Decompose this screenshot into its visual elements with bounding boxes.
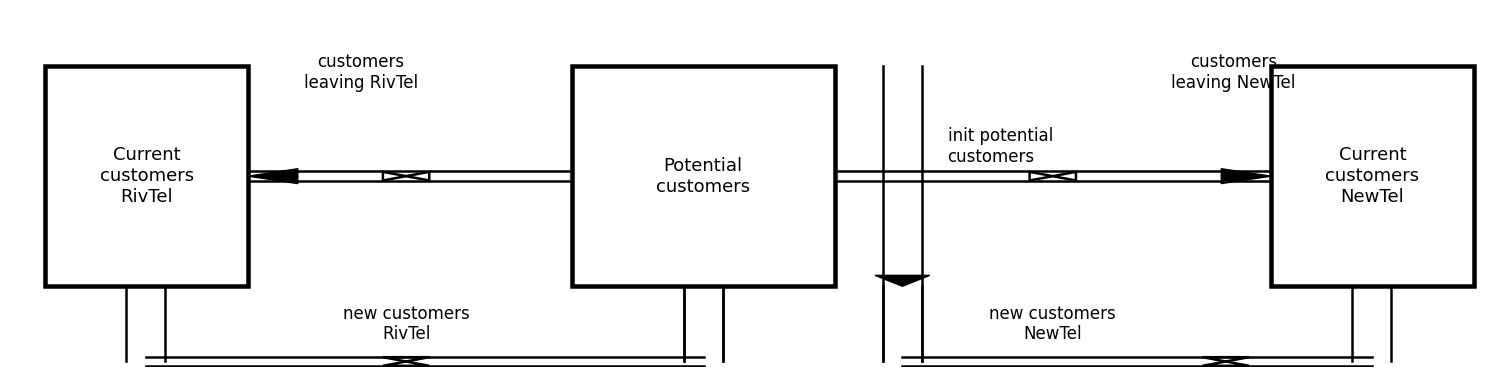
Polygon shape [875,275,929,286]
Text: customers
leaving NewTel: customers leaving NewTel [1172,53,1295,92]
FancyBboxPatch shape [1271,66,1474,286]
Text: Potential
customers: Potential customers [656,157,750,196]
FancyBboxPatch shape [45,66,248,286]
Polygon shape [677,275,731,286]
Text: new customers
NewTel: new customers NewTel [990,305,1116,344]
Text: Current
customers
RivTel: Current customers RivTel [99,146,194,206]
Text: init potential
customers: init potential customers [948,127,1053,166]
Polygon shape [248,169,298,184]
FancyBboxPatch shape [572,66,835,286]
Text: new customers
RivTel: new customers RivTel [343,305,469,344]
Polygon shape [1221,169,1271,184]
Text: customers
leaving RivTel: customers leaving RivTel [304,53,418,92]
Text: Current
customers
NewTel: Current customers NewTel [1325,146,1420,206]
